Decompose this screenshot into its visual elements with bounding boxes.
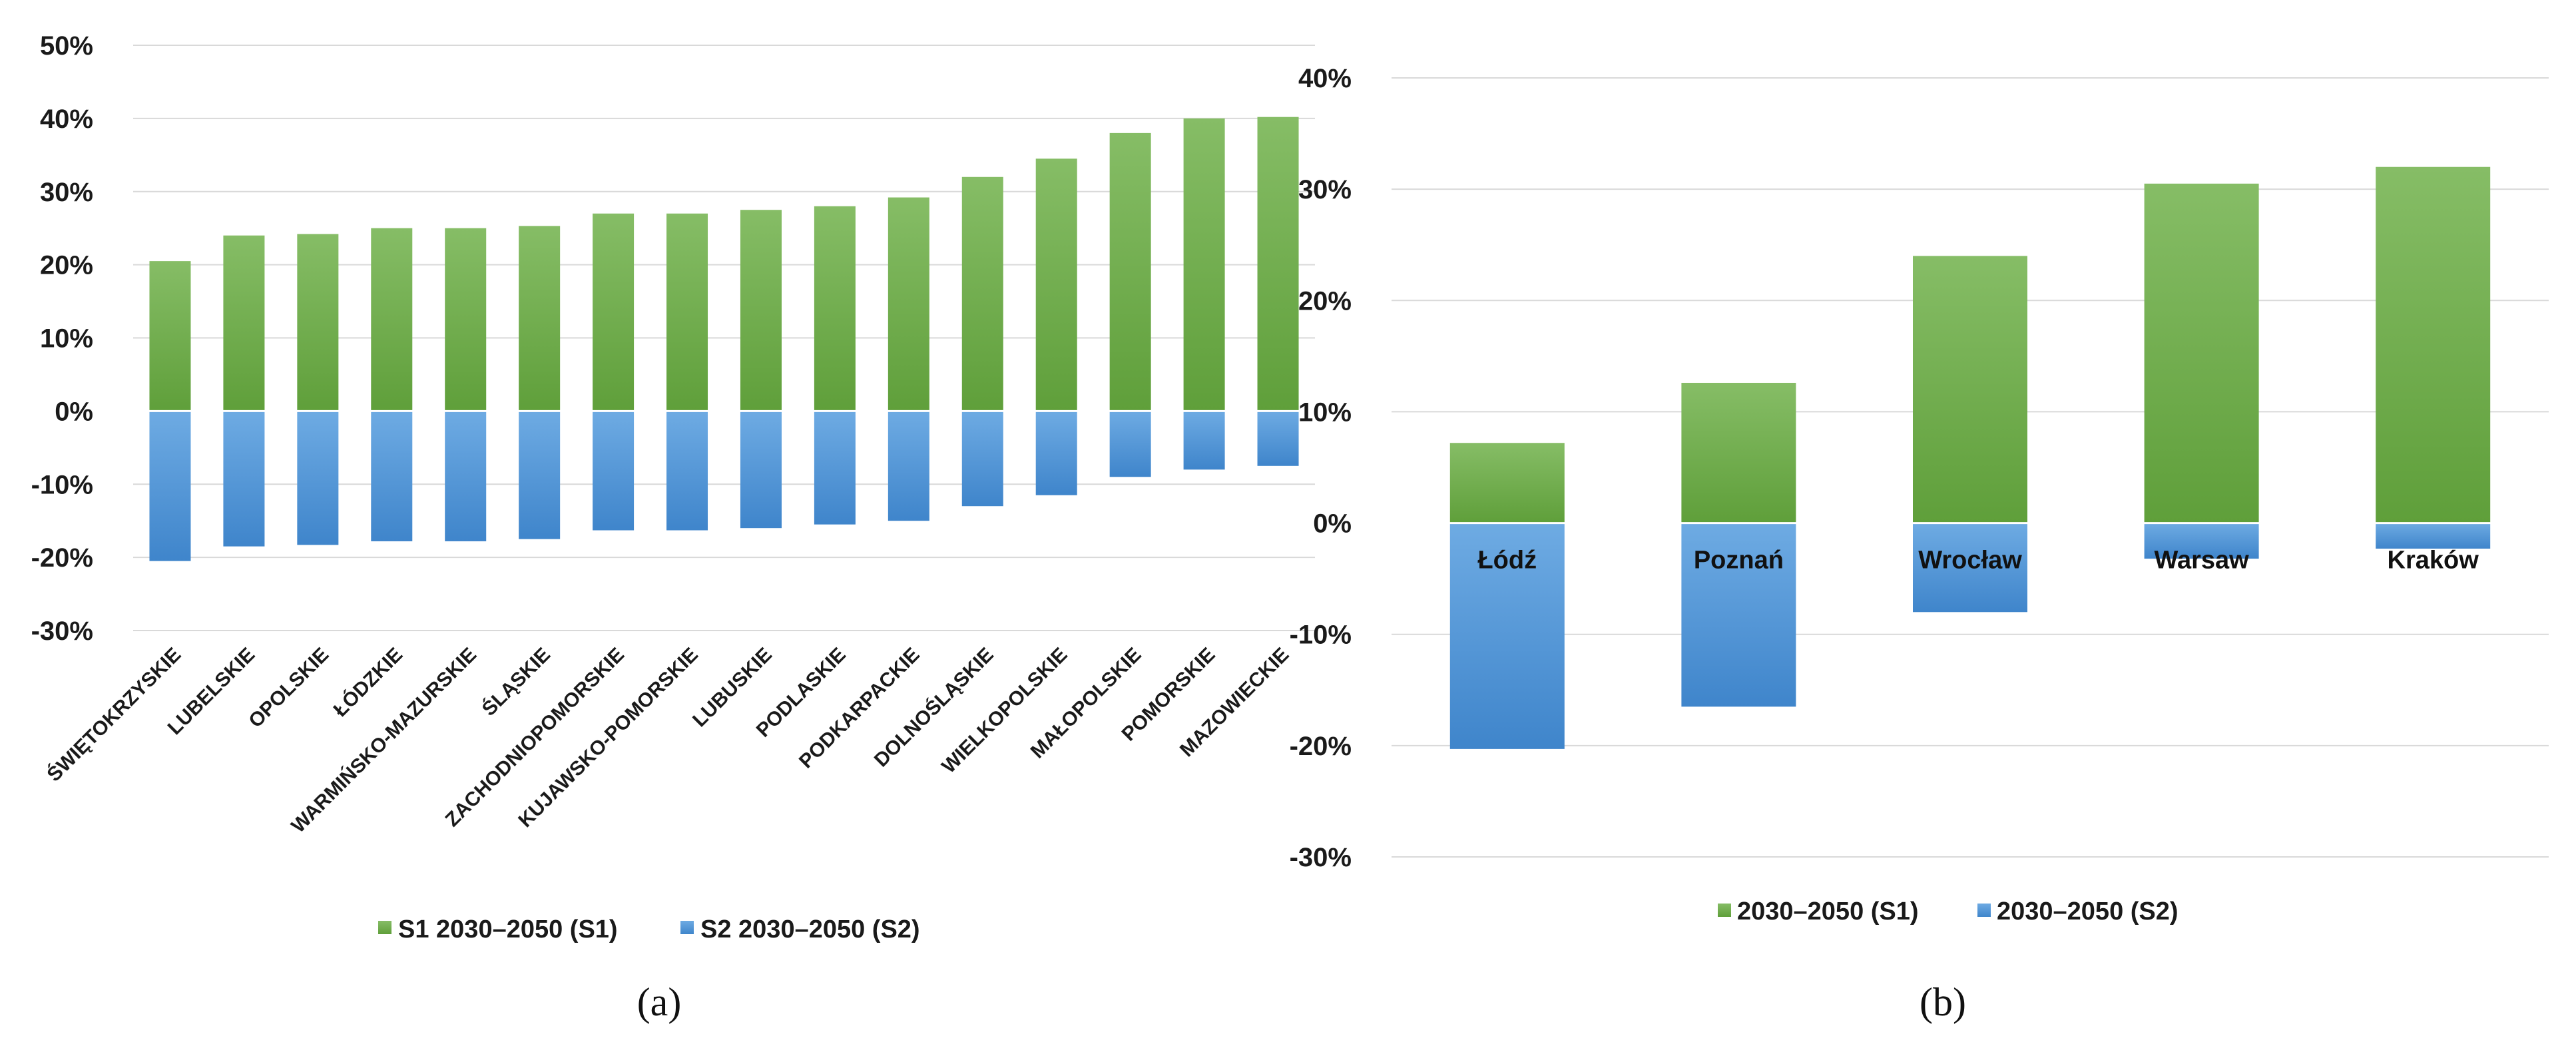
x-tick-label: ŚWIĘTOKRZYSKIE xyxy=(43,643,186,786)
x-tick-label: ŁÓDZKIE xyxy=(329,643,407,721)
legend-swatch-s1 xyxy=(378,921,391,934)
bar-s1 xyxy=(1257,117,1299,411)
legend-label-s1: 2030–2050 (S1) xyxy=(1737,898,1919,925)
bar-s2 xyxy=(666,411,708,531)
bar-s1 xyxy=(593,213,635,411)
chart-b: 40% 30% 20% 10% 0% -10% -20% -30% Łódź Poznań Wro… xyxy=(1290,64,2549,1024)
bar-s1 xyxy=(740,210,782,411)
y-tick-label: 20% xyxy=(1298,286,1352,316)
legend-swatch-s1 xyxy=(1718,904,1731,917)
category-label: Kraków xyxy=(2388,547,2479,575)
bar-s2 xyxy=(814,411,856,525)
category-label: Poznań xyxy=(1694,547,1784,575)
bar-s2 xyxy=(223,411,265,547)
bar-s1 xyxy=(1681,382,1796,523)
y-tick-label: 40% xyxy=(40,105,93,134)
bar-s2 xyxy=(740,411,782,529)
bar-s2 xyxy=(297,411,339,545)
legend-swatch-s2 xyxy=(1977,904,1991,917)
bar-s2 xyxy=(149,411,191,561)
bar-s1 xyxy=(371,228,413,411)
y-tick-label: 0% xyxy=(55,397,93,426)
bar-s1 xyxy=(814,206,856,411)
bar-s2 xyxy=(1035,411,1077,495)
bar-s2 xyxy=(1449,523,1565,749)
y-tick-label: -30% xyxy=(1290,843,1352,872)
y-tick-label: 30% xyxy=(40,178,93,207)
bar-s2 xyxy=(593,411,635,531)
x-tick-label: WIELKOPOLSKIE xyxy=(937,644,1071,778)
y-tick-label: -30% xyxy=(31,617,93,646)
bar-s1 xyxy=(519,226,561,411)
category-label: Wrocław xyxy=(1918,547,2022,575)
bar-s1 xyxy=(1109,132,1151,411)
bar-s1 xyxy=(888,197,929,411)
legend-swatch-s2 xyxy=(680,921,694,934)
bar-s1 xyxy=(445,228,487,411)
bar-s1 xyxy=(2376,166,2491,523)
legend-a: S1 2030–2050 (S1) S2 2030–2050 (S2) xyxy=(378,915,920,943)
y-tick-label: -20% xyxy=(1290,732,1352,761)
bar-s1 xyxy=(297,234,339,411)
bar-s1 xyxy=(1183,118,1225,411)
bar-s2 xyxy=(445,411,487,541)
y-tick-label: 50% xyxy=(40,31,93,61)
bar-s2 xyxy=(888,411,929,521)
x-tick-label: OPOLSKIE xyxy=(244,644,333,732)
bar-s1 xyxy=(149,261,191,411)
bar-s1 xyxy=(2144,183,2259,523)
bar-s2 xyxy=(1183,411,1225,470)
bar-s2 xyxy=(2376,523,2491,549)
y-tick-label: 10% xyxy=(1298,397,1352,427)
chart-a: 50% 40% 30% 20% 10% 0% -10% -20% -30% ŚWIĘTOKRZY… xyxy=(31,31,1315,1024)
panel-label-a: (a) xyxy=(637,980,682,1024)
legend-label-s2: 2030–2050 (S2) xyxy=(1997,898,2179,925)
bar-s1 xyxy=(961,176,1003,411)
panel-label-b: (b) xyxy=(1920,980,1966,1024)
y-tick-label: 0% xyxy=(1313,509,1352,539)
category-label: Warsaw xyxy=(2154,547,2249,575)
y-tick-label: 30% xyxy=(1298,175,1352,204)
y-tick-label: -10% xyxy=(1290,621,1352,650)
bar-s1 xyxy=(1035,158,1077,411)
legend-label-s1: S1 2030–2050 (S1) xyxy=(398,915,618,943)
bar-s2 xyxy=(2144,523,2259,559)
category-label: Łódź xyxy=(1477,547,1537,575)
bar-s2 xyxy=(1913,523,2027,613)
y-tick-label: 10% xyxy=(40,324,93,354)
bar-s1 xyxy=(666,213,708,411)
bar-s2 xyxy=(961,411,1003,507)
bar-s2 xyxy=(1257,411,1299,466)
bar-s2 xyxy=(519,411,561,539)
legend-label-s2: S2 2030–2050 (S2) xyxy=(700,915,920,943)
x-tick-label: ŚLĄSKIE xyxy=(477,643,555,720)
y-tick-label: -20% xyxy=(31,543,93,573)
y-tick-label: -10% xyxy=(31,470,93,499)
legend-b: 2030–2050 (S1) 2030–2050 (S2) xyxy=(1718,898,2179,925)
bar-s1 xyxy=(1913,256,2027,523)
x-tick-label: PODKARPACKIE xyxy=(795,644,924,773)
bar-s2 xyxy=(1109,411,1151,477)
y-tick-label: 20% xyxy=(40,251,93,280)
bar-s2 xyxy=(371,411,413,541)
bar-s2 xyxy=(1681,523,1796,707)
y-tick-label: 40% xyxy=(1298,64,1352,93)
bar-s1 xyxy=(1449,443,1565,523)
bar-s1 xyxy=(223,235,265,411)
